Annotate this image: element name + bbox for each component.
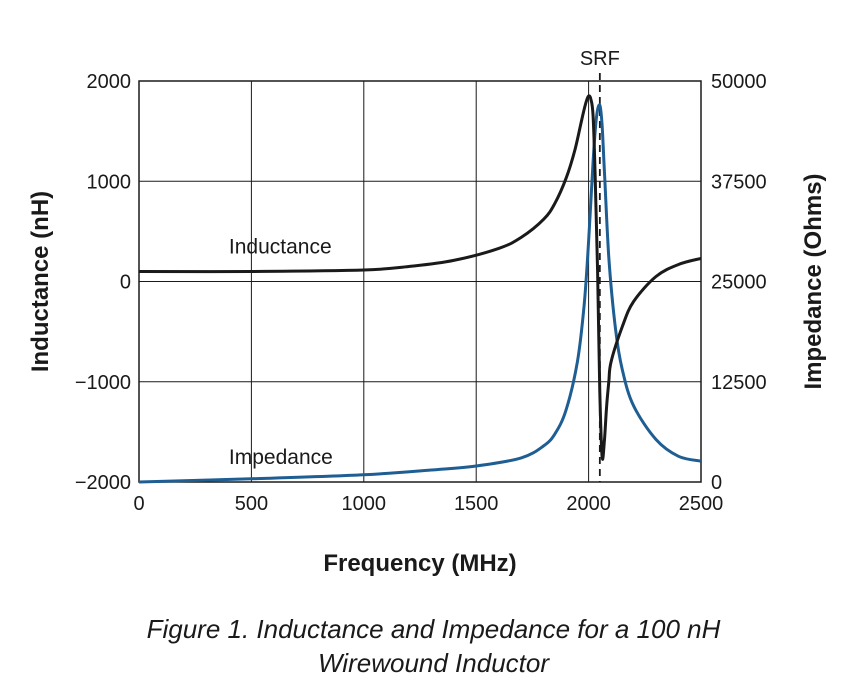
gridlines <box>139 81 701 482</box>
x-tick-label: 0 <box>133 493 144 515</box>
series-layer <box>139 94 701 484</box>
x-tick-label: 1000 <box>342 493 387 515</box>
x-tick-label: 2000 <box>566 493 611 515</box>
y-right-tick-label: 0 <box>711 472 722 494</box>
chart: SRF 0 500 1000 1500 2000 2500 2000 1000 0 −1000 −2… <box>27 48 827 577</box>
y-axis-left-title: Inductance (nH) <box>27 191 54 372</box>
x-tick-label: 500 <box>235 493 268 515</box>
caption-line-1: Figure 1. Inductance and Impedance for a… <box>146 614 721 644</box>
y-left-tick-label: −1000 <box>75 372 131 394</box>
tick-labels: 0 500 1000 1500 2000 2500 2000 1000 0 −1000 −2000 5… <box>75 71 767 515</box>
x-tick-label: 1500 <box>454 493 499 515</box>
y-right-tick-label: 50000 <box>711 71 767 93</box>
caption-line-2: Wirewound Inductor <box>318 648 549 678</box>
y-left-tick-label: 0 <box>120 272 131 294</box>
series-label-impedance: Impedance <box>229 446 333 469</box>
plot-frame <box>138 80 702 483</box>
y-left-tick-label: 1000 <box>87 171 132 193</box>
y-right-tick-label: 37500 <box>711 171 767 193</box>
y-left-tick-label: 2000 <box>87 71 132 93</box>
y-left-tick-label: −2000 <box>75 472 131 494</box>
y-right-tick-label: 12500 <box>711 372 767 394</box>
y-right-tick-label: 25000 <box>711 272 767 294</box>
series-line-impedance <box>139 103 701 484</box>
series-line-inductance <box>139 94 701 461</box>
y-axis-right-title: Impedance (Ohms) <box>800 173 827 389</box>
x-axis-title: Frequency (MHz) <box>323 550 516 577</box>
figure-caption: Figure 1. Inductance and Impedance for a… <box>0 612 867 680</box>
x-tick-label: 2500 <box>679 493 724 515</box>
srf-label: SRF <box>580 48 620 70</box>
series-label-inductance: Inductance <box>229 235 332 258</box>
